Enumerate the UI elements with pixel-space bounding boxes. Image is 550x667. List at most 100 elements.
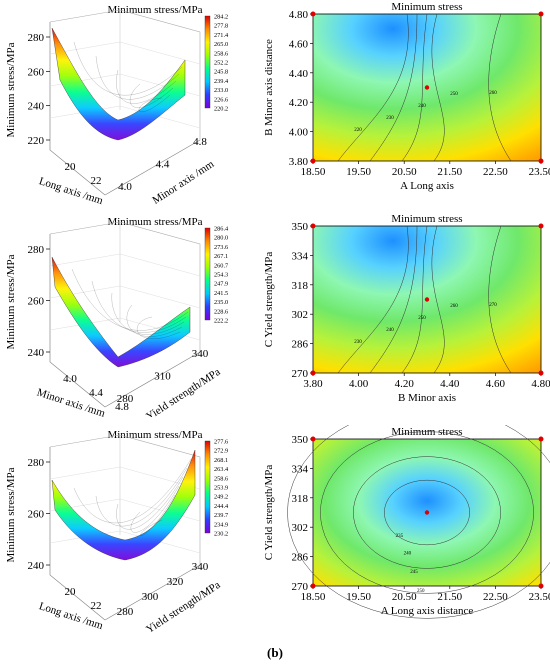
x-tick-label: 22.50 xyxy=(483,166,508,178)
z-tick-label: 280 xyxy=(28,244,45,256)
floor-edge xyxy=(104,564,201,621)
colorbar-label: 220.2 xyxy=(214,106,228,113)
contour-label: 245 xyxy=(410,570,418,575)
y-tick-label: 350 xyxy=(292,221,309,233)
x-tick-label: 4.0 xyxy=(63,373,77,385)
contour-line xyxy=(488,225,512,374)
design-point xyxy=(538,583,544,589)
design-point xyxy=(538,11,544,17)
x-tick-label: 19.50 xyxy=(346,166,371,178)
y-tick-label: 302 xyxy=(292,309,309,321)
colorbar-label: 265.0 xyxy=(214,41,228,48)
z-axis-label: Minimum stress/MPa xyxy=(5,467,17,562)
design-point xyxy=(538,223,544,229)
x-tick-label: 22.50 xyxy=(483,591,508,603)
colorbar-label: 267.1 xyxy=(214,253,228,260)
contour-label: 240 xyxy=(386,328,394,333)
x-tick-label: 23.50 xyxy=(529,591,550,603)
contour-label: 260 xyxy=(489,91,497,96)
surface-mesh-line xyxy=(116,69,177,104)
colorbar-label: 226.6 xyxy=(214,96,228,103)
x-tick-label: 23.50 xyxy=(529,166,550,178)
y-tick-label: 334 xyxy=(292,463,309,475)
surface-svg-1: Minimum stress/MPa 220 240 260 280 Minimum st… xyxy=(5,4,229,207)
surface-plot-2: Minimum stress/MPa 240 260 280 Minimum stres… xyxy=(0,212,275,423)
contour-label: 250 xyxy=(450,92,458,97)
colorbar-label: 280.0 xyxy=(214,235,228,242)
y-tick-label: 4.20 xyxy=(289,97,309,109)
x-tick-label: 20.50 xyxy=(392,591,417,603)
colorbar-label: 268.1 xyxy=(214,457,228,464)
colorbar-label: 260.7 xyxy=(214,262,228,269)
z-axis-label: Minimum stress/MPa xyxy=(5,42,17,137)
z-tick-label: 240 xyxy=(28,560,45,572)
x-tick-label: 4.20 xyxy=(395,378,415,390)
x-axis-label: A Long axis distance xyxy=(381,605,474,617)
colorbar-label: 272.9 xyxy=(214,448,228,455)
x-tick-label: 4.00 xyxy=(349,378,369,390)
z-tick-label: 260 xyxy=(28,66,45,78)
contour-line xyxy=(337,13,409,162)
contour-label: 230 xyxy=(386,116,394,121)
colorbar-label: 245.8 xyxy=(214,69,228,76)
colorbar-label: 258.6 xyxy=(214,475,228,482)
back-pane xyxy=(49,221,201,352)
response-surface xyxy=(51,449,196,561)
contour-label: 270 xyxy=(489,303,497,308)
surface-title: Minimum stress/MPa xyxy=(107,216,202,228)
contour-line xyxy=(401,225,428,374)
x-tick-label: 4.40 xyxy=(440,378,460,390)
contour-line xyxy=(369,13,418,162)
contour-line xyxy=(337,225,409,374)
y-axis-label: C Yield strength/MPa xyxy=(263,252,275,348)
colorbar-label: 239.7 xyxy=(214,512,228,519)
surface-mesh-line xyxy=(140,494,176,536)
contour-svg-3: Minimum stress 235 240 245 250 18.50 19.50 20.5… xyxy=(263,406,550,619)
colorbar-label: 233.0 xyxy=(214,87,228,94)
x-tick-label: 4.4 xyxy=(89,387,103,399)
z-tick-label: 240 xyxy=(28,101,45,113)
y-tick-label: 280 xyxy=(117,606,134,618)
floor-edge xyxy=(104,139,201,196)
colorbar-label: 277.8 xyxy=(214,23,228,30)
back-pane xyxy=(49,434,201,565)
grid-line xyxy=(119,253,201,277)
design-point xyxy=(310,158,316,164)
design-point xyxy=(538,436,544,442)
axis-frame xyxy=(49,447,106,621)
x-axis-label: B Minor axis xyxy=(398,392,456,404)
contour-label: 230 xyxy=(354,340,362,345)
surface-title: Minimum stress/MPa xyxy=(107,4,202,16)
grid-line xyxy=(119,73,201,97)
y-tick-label: 270 xyxy=(292,368,309,380)
colorbar-label: 253.9 xyxy=(214,485,228,492)
figure-caption: (b) xyxy=(267,645,283,660)
x-tick-label: 22 xyxy=(91,175,102,187)
contour-line xyxy=(384,479,470,546)
surface-plot-3: Minimum stress/MPa 240 260 280 Minimum stres… xyxy=(0,425,275,640)
grid-line xyxy=(119,498,201,522)
center-point xyxy=(424,297,430,302)
colorbar xyxy=(204,440,211,534)
colorbar-label: 263.4 xyxy=(214,466,229,473)
y-tick-label: 310 xyxy=(154,371,171,383)
surface-svg-2: Minimum stress/MPa 240 260 280 Minimum stres… xyxy=(5,216,229,423)
y-tick-label: 318 xyxy=(292,493,309,505)
axis-frame xyxy=(49,22,106,196)
design-point xyxy=(538,158,544,164)
y-axis-label: C Yield strength/MPa xyxy=(263,465,275,561)
y-tick-label: 340 xyxy=(192,348,209,360)
y-tick-label: 300 xyxy=(142,591,159,603)
x-tick-label: 20 xyxy=(65,586,77,598)
y-tick-label: 4.4 xyxy=(156,159,170,171)
surface-title: Minimum stress/MPa xyxy=(107,429,202,441)
colorbar-label: 247.9 xyxy=(214,281,228,288)
floor-edge xyxy=(104,351,201,408)
x-tick-label: 22 xyxy=(91,600,102,612)
colorbar-label: 244.4 xyxy=(214,503,229,510)
y-tick-label: 280 xyxy=(117,393,134,405)
x-tick-label: 20.50 xyxy=(392,166,417,178)
colorbar-label: 273.6 xyxy=(214,244,228,251)
y-tick-label: 4.60 xyxy=(289,38,309,50)
